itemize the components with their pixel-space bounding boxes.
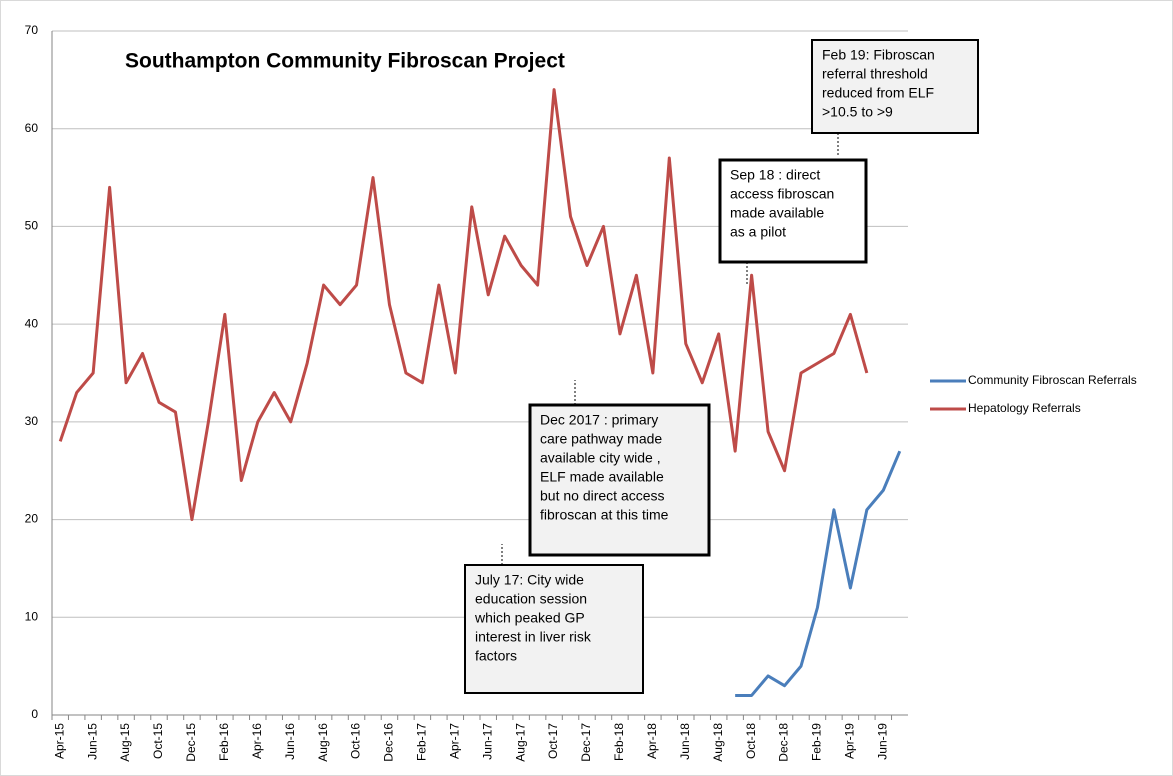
x-tick-label: Apr-17 xyxy=(447,723,461,759)
series-line xyxy=(735,450,902,697)
x-tick-label: Dec-18 xyxy=(777,723,791,762)
annotation-text: made available xyxy=(730,205,824,221)
x-tick-label: Apr-15 xyxy=(52,723,66,759)
annotation-text: Feb 19: Fibroscan xyxy=(822,47,935,63)
chart-title: Southampton Community Fibroscan Project xyxy=(125,50,565,73)
x-tick-label: Dec-17 xyxy=(579,723,593,762)
x-tick-label: Feb-18 xyxy=(612,723,626,761)
annotation-text: which peaked GP xyxy=(474,610,585,626)
annotation-text: >10.5 to >9 xyxy=(822,104,893,120)
annotation-text: factors xyxy=(475,648,517,664)
annotation-box xyxy=(464,564,644,694)
x-tick-label: Feb-16 xyxy=(217,723,231,761)
x-tick-label: Aug-15 xyxy=(118,723,132,762)
annotation-text: access fibroscan xyxy=(730,186,834,202)
x-tick-label: Jun-16 xyxy=(283,723,297,760)
x-tick-label: Feb-19 xyxy=(810,723,824,761)
x-tick-label: Apr-19 xyxy=(843,723,857,759)
annotation-text: fibroscan at this time xyxy=(540,507,669,523)
y-tick-label: 20 xyxy=(25,512,39,526)
annotation-text: as a pilot xyxy=(730,224,786,240)
annotation-box xyxy=(528,403,711,557)
x-tick-label: Jun-19 xyxy=(875,723,889,760)
x-tick-label: Jun-15 xyxy=(85,723,99,760)
x-tick-label: Oct-16 xyxy=(349,723,363,759)
x-tick-label: Jun-18 xyxy=(678,723,692,760)
x-tick-label: Aug-18 xyxy=(711,723,725,762)
y-tick-label: 40 xyxy=(25,316,39,330)
annotation-text: ELF made available xyxy=(540,469,664,485)
annotation-text: available city wide , xyxy=(540,450,661,466)
y-tick-label: 10 xyxy=(25,609,39,623)
annotation-text: Dec 2017 : primary xyxy=(540,412,658,428)
annotation-box xyxy=(718,158,868,264)
x-tick-label: Oct-15 xyxy=(151,723,165,759)
x-tick-label: Apr-18 xyxy=(645,723,659,759)
series-line xyxy=(58,88,869,522)
annotation-text: education session xyxy=(475,591,587,607)
y-tick-label: 50 xyxy=(25,219,39,233)
x-tick-label: Jun-17 xyxy=(480,723,494,760)
x-tick-label: Feb-17 xyxy=(415,723,429,761)
x-tick-label: Dec-15 xyxy=(184,723,198,762)
annotation-text: July 17: City wide xyxy=(475,572,584,588)
y-tick-label: 0 xyxy=(31,707,38,721)
x-tick-label: Dec-16 xyxy=(382,723,396,762)
y-tick-label: 60 xyxy=(25,121,39,135)
legend-label: Hepatology Referrals xyxy=(968,401,1081,415)
annotation-text: care pathway made xyxy=(540,431,662,447)
annotation-text: reduced from ELF xyxy=(822,85,934,101)
x-tick-label: Aug-17 xyxy=(513,723,527,762)
annotation-text: Sep 18 : direct xyxy=(730,167,820,183)
y-tick-label: 30 xyxy=(25,414,39,428)
legend-label: Community Fibroscan Referrals xyxy=(968,373,1137,387)
annotation-text: but no direct access xyxy=(540,488,665,504)
x-tick-label: Apr-16 xyxy=(250,723,264,759)
annotation-box xyxy=(811,39,979,134)
x-tick-label: Aug-16 xyxy=(316,723,330,762)
y-tick-label: 70 xyxy=(25,23,39,37)
x-tick-label: Oct-18 xyxy=(744,723,758,759)
annotation-text: interest in liver risk xyxy=(475,629,592,645)
annotation-text: referral threshold xyxy=(822,66,928,82)
x-tick-label: Oct-17 xyxy=(546,723,560,759)
